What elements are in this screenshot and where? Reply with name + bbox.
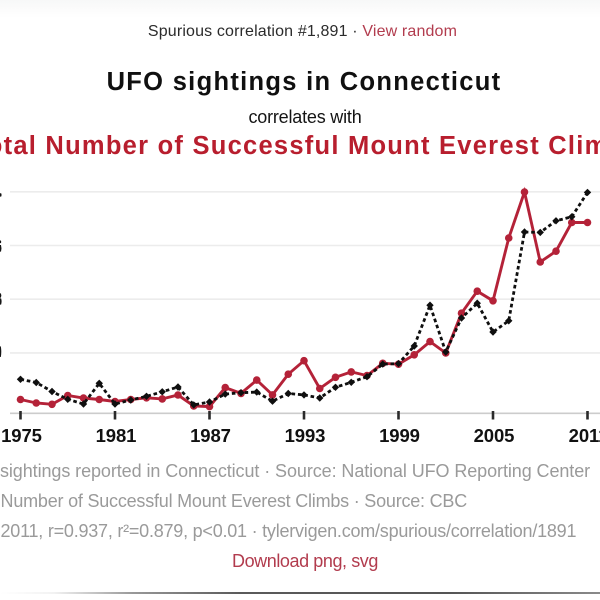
svg-text:1987: 1987: [190, 425, 231, 446]
svg-text:2005: 2005: [474, 425, 515, 446]
svg-text:1999: 1999: [379, 425, 420, 446]
svg-text:1993: 1993: [285, 425, 326, 446]
svg-text:2011: 2011: [569, 425, 600, 446]
svg-text:1975: 1975: [1, 425, 42, 446]
svg-text:1981: 1981: [96, 425, 137, 446]
